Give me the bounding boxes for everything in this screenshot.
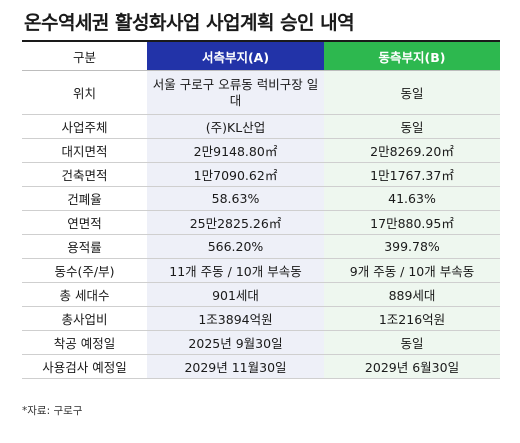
table-row-location: 위치 서울 구로구 오류동 럭비구장 일대 동일 [22, 70, 500, 115]
header-east-site: 동측부지(B) [324, 42, 500, 71]
table-row-coverage-ratio: 건폐율 58.63% 41.63% [22, 186, 500, 211]
east-value: 동일 [324, 70, 500, 115]
east-value: 2만8269.20㎡ [324, 138, 500, 163]
row-label: 착공 예정일 [22, 330, 147, 355]
table-row-start-date: 착공 예정일 2025년 9월30일 동일 [22, 330, 500, 355]
table-row-inspection-date: 사용검사 예정일 2029년 11월30일 2029년 6월30일 [22, 354, 500, 379]
east-value: 399.78% [324, 234, 500, 259]
west-value: 58.63% [147, 186, 324, 211]
approval-table: 구분 서측부지(A) 동측부지(B) 위치 서울 구로구 오류동 럭비구장 일대… [22, 42, 500, 379]
east-value: 동일 [324, 330, 500, 355]
table-row-total-cost: 총사업비 1조3894억원 1조216억원 [22, 306, 500, 331]
table-row-building-count: 동수(주/부) 11개 주동 / 10개 부속동 9개 주동 / 10개 부속동 [22, 258, 500, 283]
page-title: 온수역세권 활성화사업 사업계획 승인 내역 [24, 12, 355, 34]
west-value: 1만7090.62㎡ [147, 162, 324, 187]
header-category: 구분 [22, 42, 147, 71]
east-value: 1만1767.37㎡ [324, 162, 500, 187]
source-note: *자료: 구로구 [22, 405, 83, 417]
west-value: 11개 주동 / 10개 부속동 [147, 258, 324, 283]
row-label: 사용검사 예정일 [22, 354, 147, 379]
row-label: 건폐율 [22, 186, 147, 211]
table-row-floor-area-ratio: 용적률 566.20% 399.78% [22, 234, 500, 259]
row-label: 사업주체 [22, 114, 147, 139]
west-value: (주)KL산업 [147, 114, 324, 139]
west-value: 1조3894억원 [147, 306, 324, 331]
east-value: 17만880.95㎡ [324, 210, 500, 235]
row-label: 건축면적 [22, 162, 147, 187]
west-value: 2025년 9월30일 [147, 330, 324, 355]
row-label: 총사업비 [22, 306, 147, 331]
east-value: 889세대 [324, 282, 500, 307]
title-divider [22, 40, 500, 42]
east-value: 2029년 6월30일 [324, 354, 500, 379]
row-label: 용적률 [22, 234, 147, 259]
row-label: 연면적 [22, 210, 147, 235]
row-label: 대지면적 [22, 138, 147, 163]
header-west-site: 서측부지(A) [147, 42, 324, 71]
west-value: 901세대 [147, 282, 324, 307]
table-row-floor-area: 연면적 25만2825.26㎡ 17만880.95㎡ [22, 210, 500, 235]
table-row-site-area: 대지면적 2만9148.80㎡ 2만8269.20㎡ [22, 138, 500, 163]
table-row-households: 총 세대수 901세대 889세대 [22, 282, 500, 307]
east-value: 1조216억원 [324, 306, 500, 331]
row-label: 위치 [22, 70, 147, 115]
table-header-row: 구분 서측부지(A) 동측부지(B) [22, 42, 500, 71]
west-value: 2만9148.80㎡ [147, 138, 324, 163]
east-value: 9개 주동 / 10개 부속동 [324, 258, 500, 283]
table-row-developer: 사업주체 (주)KL산업 동일 [22, 114, 500, 139]
west-value: 566.20% [147, 234, 324, 259]
west-value: 서울 구로구 오류동 럭비구장 일대 [147, 70, 324, 115]
west-value: 25만2825.26㎡ [147, 210, 324, 235]
east-value: 동일 [324, 114, 500, 139]
west-value: 2029년 11월30일 [147, 354, 324, 379]
row-label: 동수(주/부) [22, 258, 147, 283]
east-value: 41.63% [324, 186, 500, 211]
table-row-building-area: 건축면적 1만7090.62㎡ 1만1767.37㎡ [22, 162, 500, 187]
row-label: 총 세대수 [22, 282, 147, 307]
